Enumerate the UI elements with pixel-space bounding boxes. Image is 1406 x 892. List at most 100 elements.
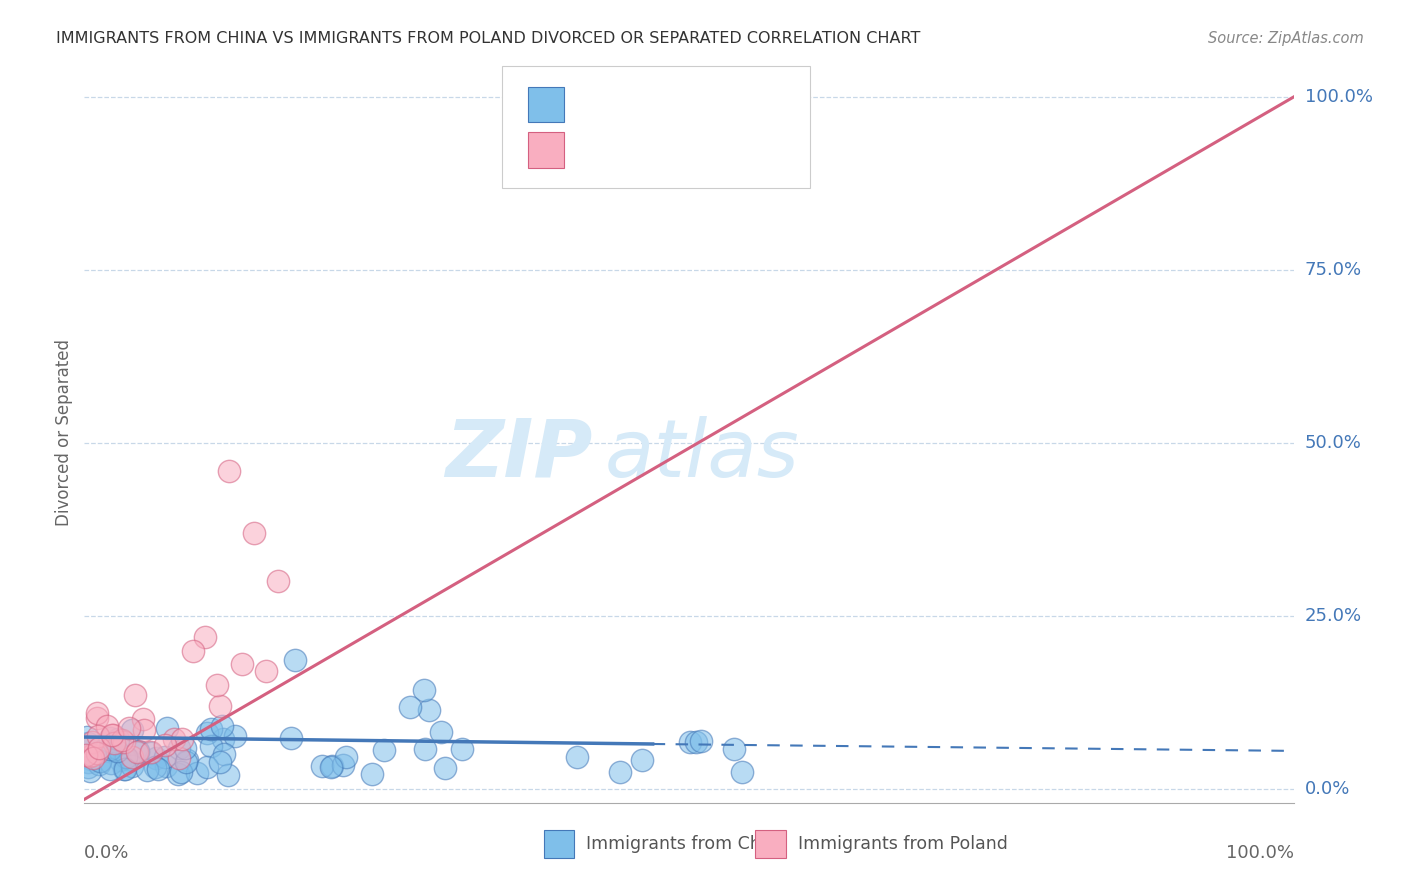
Point xyxy=(207,678,229,692)
Point xyxy=(283,653,305,667)
Point xyxy=(111,732,134,747)
Point xyxy=(195,725,218,739)
Point xyxy=(156,722,179,736)
Text: ZIP: ZIP xyxy=(444,416,592,494)
Point xyxy=(155,759,177,773)
Point xyxy=(153,750,176,764)
Text: 77: 77 xyxy=(734,95,759,114)
Point xyxy=(254,665,277,679)
Text: N =: N = xyxy=(692,140,745,160)
Point xyxy=(135,764,157,778)
Point xyxy=(117,752,139,766)
Point xyxy=(86,747,108,761)
Point xyxy=(231,657,253,672)
Point xyxy=(689,733,711,747)
Bar xyxy=(755,830,786,858)
Text: IMMIGRANTS FROM CHINA VS IMMIGRANTS FROM POLAND DIVORCED OR SEPARATED CORRELATIO: IMMIGRANTS FROM CHINA VS IMMIGRANTS FROM… xyxy=(56,31,921,46)
Point xyxy=(321,758,343,772)
Point xyxy=(163,731,186,746)
Point xyxy=(107,736,129,750)
Point xyxy=(112,735,135,749)
Point xyxy=(79,764,101,779)
Point xyxy=(118,721,141,735)
Point xyxy=(108,753,131,767)
Point xyxy=(75,747,97,762)
Point xyxy=(121,723,143,737)
Point xyxy=(82,751,104,765)
Point xyxy=(77,736,100,750)
Point xyxy=(267,574,290,589)
Point xyxy=(567,750,589,764)
Point xyxy=(112,762,135,776)
Point xyxy=(224,729,246,743)
Point xyxy=(127,746,149,760)
Point xyxy=(450,742,472,756)
Point xyxy=(127,744,149,758)
Bar xyxy=(529,87,564,122)
Point xyxy=(96,719,118,733)
Point xyxy=(153,738,176,752)
Point xyxy=(139,746,162,760)
Point xyxy=(319,760,342,774)
Point xyxy=(170,764,193,779)
Bar xyxy=(529,132,564,168)
Point xyxy=(731,765,754,780)
Point xyxy=(145,760,167,774)
Point xyxy=(82,747,104,762)
Point xyxy=(194,630,217,644)
Point xyxy=(132,723,155,737)
Point xyxy=(209,699,232,714)
Point xyxy=(112,751,135,765)
Point xyxy=(101,728,124,742)
Point xyxy=(186,766,208,780)
Point xyxy=(332,757,354,772)
Point xyxy=(212,731,235,746)
Point xyxy=(103,728,125,742)
Text: 50.0%: 50.0% xyxy=(1305,434,1361,452)
Point xyxy=(212,747,235,761)
Text: N =: N = xyxy=(692,95,745,114)
Point xyxy=(413,741,436,756)
Point xyxy=(127,745,149,759)
Text: Immigrants from Poland: Immigrants from Poland xyxy=(797,835,1008,854)
Point xyxy=(139,745,162,759)
Text: 100.0%: 100.0% xyxy=(1226,844,1294,862)
Point xyxy=(121,759,143,773)
Point xyxy=(86,711,108,725)
Point xyxy=(80,735,103,749)
Point xyxy=(169,750,191,764)
Y-axis label: Divorced or Separated: Divorced or Separated xyxy=(55,339,73,526)
Point xyxy=(195,760,218,774)
Point xyxy=(434,761,457,775)
Text: 36: 36 xyxy=(734,140,759,160)
Text: -0.110: -0.110 xyxy=(617,95,685,114)
Point xyxy=(723,742,745,756)
Text: Immigrants from China: Immigrants from China xyxy=(586,835,787,854)
Point xyxy=(148,762,170,776)
Point xyxy=(103,736,125,750)
Point xyxy=(181,643,204,657)
Point xyxy=(167,766,190,780)
Point xyxy=(429,725,451,739)
Point xyxy=(335,749,357,764)
Text: 0.913: 0.913 xyxy=(617,140,676,160)
Text: atlas: atlas xyxy=(605,416,799,494)
Text: 0.0%: 0.0% xyxy=(1305,780,1350,798)
Point xyxy=(77,759,100,773)
Point xyxy=(98,741,121,756)
Point xyxy=(132,712,155,726)
Point xyxy=(176,753,198,767)
Text: Source: ZipAtlas.com: Source: ZipAtlas.com xyxy=(1208,31,1364,46)
Point xyxy=(86,706,108,720)
Point xyxy=(77,756,100,770)
Point xyxy=(114,762,136,776)
Point xyxy=(112,748,135,763)
Bar xyxy=(544,830,574,858)
Point xyxy=(100,756,122,770)
FancyBboxPatch shape xyxy=(502,66,810,188)
Point xyxy=(280,731,302,746)
Text: 100.0%: 100.0% xyxy=(1305,88,1372,106)
Point xyxy=(361,766,384,780)
Point xyxy=(98,731,121,746)
Point xyxy=(114,749,136,764)
